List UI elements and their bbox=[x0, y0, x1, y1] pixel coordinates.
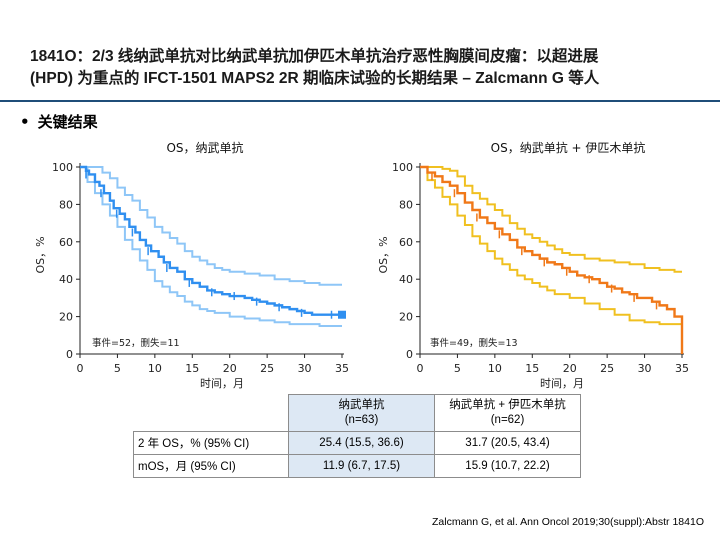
y-tick-label: 100 bbox=[392, 161, 413, 174]
km-panel-1: 0 20 40 60 80 100 0 5 10 15 20 25 30 35 OS，纳武单抗 OS，% 时间，… bbox=[34, 140, 349, 390]
y-tick-label: 80 bbox=[399, 198, 413, 211]
x-tick-label: 25 bbox=[600, 362, 614, 375]
y-tick-label: 0 bbox=[406, 348, 413, 361]
y-tick-label: 40 bbox=[59, 273, 73, 286]
y-tick-label: 20 bbox=[59, 311, 73, 324]
ci-lower-line bbox=[420, 166, 682, 326]
ci-lower-line bbox=[80, 166, 342, 327]
x-tick-label: 25 bbox=[260, 362, 274, 375]
x-tick-label: 10 bbox=[148, 362, 162, 375]
cell-value: 31.7 (20.5, 43.4) bbox=[434, 431, 581, 455]
header-combo-text: 纳武单抗 + 伊匹木单抗 (n=62) bbox=[449, 399, 566, 426]
table-header-empty bbox=[133, 394, 289, 432]
citation: Zalcmann G, et al. Ann Oncol 2019;30(sup… bbox=[432, 516, 704, 528]
x-tick-label: 20 bbox=[563, 362, 577, 375]
chart-title: OS，纳武单抗 + 伊匹木单抗 bbox=[491, 140, 646, 155]
y-tick-label: 20 bbox=[399, 311, 413, 324]
km-panel-2: 0 20 40 60 80 100 0 5 10 15 20 25 30 35 OS，纳武单抗 + 伊匹木单… bbox=[377, 140, 689, 390]
x-tick-label: 10 bbox=[488, 362, 502, 375]
chart-title: OS，纳武单抗 bbox=[166, 140, 243, 155]
x-axis-label: 时间，月 bbox=[540, 377, 584, 390]
x-tick-label: 0 bbox=[77, 362, 84, 375]
x-tick-label: 30 bbox=[298, 362, 312, 375]
x-tick-label: 0 bbox=[417, 362, 424, 375]
x-tick-label: 5 bbox=[454, 362, 461, 375]
x-tick-label: 5 bbox=[114, 362, 121, 375]
table-header-row: 纳武单抗 (n=63) 纳武单抗 + 伊匹木单抗 (n=62) bbox=[133, 394, 581, 432]
title-line-2: (HPD) 为重点的 IFCT-1501 MAPS2 2R 期临床试验的长期结果… bbox=[30, 70, 600, 87]
cell-value: 15.9 (10.7, 22.2) bbox=[434, 454, 581, 478]
ci-upper-line bbox=[80, 166, 342, 286]
header-nivo-text: 纳武单抗 (n=63) bbox=[338, 399, 385, 426]
table-row: 2 年 OS，% (95% CI) 25.4 (15.5, 36.6) 31.7… bbox=[133, 431, 581, 455]
row-label: 2 年 OS，% (95% CI) bbox=[133, 431, 289, 455]
y-axis-label: OS，% bbox=[377, 236, 390, 273]
cell-value: 25.4 (15.5, 36.6) bbox=[288, 431, 435, 455]
y-tick-label: 60 bbox=[399, 236, 413, 249]
y-tick-label: 0 bbox=[66, 348, 73, 361]
km-estimate-line bbox=[420, 165, 684, 354]
table-row: mOS，月 (95% CI) 11.9 (6.7, 17.5) 15.9 (10… bbox=[133, 454, 581, 478]
y-tick-label: 60 bbox=[59, 236, 73, 249]
y-tick-label: 40 bbox=[399, 273, 413, 286]
x-tick-label: 15 bbox=[185, 362, 199, 375]
x-tick-label: 20 bbox=[223, 362, 237, 375]
y-axis-label: OS，% bbox=[34, 236, 47, 273]
header-rule bbox=[0, 100, 720, 102]
x-axis-label: 时间，月 bbox=[200, 377, 244, 390]
x-tick-label: 15 bbox=[525, 362, 539, 375]
section-heading-text: 关键结果 bbox=[37, 113, 98, 131]
table-header-combo: 纳武单抗 + 伊匹木单抗 (n=62) bbox=[434, 394, 581, 432]
title-line-1: 1841O：2/3 线纳武单抗对比纳武单抗加伊匹木单抗治疗恶性胸膜间皮瘤：以超进… bbox=[30, 48, 599, 65]
x-tick-label: 35 bbox=[335, 362, 349, 375]
slide-title: 1841O：2/3 线纳武单抗对比纳武单抗加伊匹木单抗治疗恶性胸膜间皮瘤：以超进… bbox=[30, 46, 700, 90]
x-tick-label: 35 bbox=[675, 362, 689, 375]
section-heading: • 关键结果 bbox=[20, 111, 98, 132]
results-table: 纳武单抗 (n=63) 纳武单抗 + 伊匹木单抗 (n=62) 2 年 OS，%… bbox=[133, 394, 581, 478]
end-marker bbox=[338, 310, 346, 319]
bullet-icon: • bbox=[20, 113, 30, 131]
events-annotation: 事件=49，删失=13 bbox=[430, 337, 518, 349]
x-tick-label: 30 bbox=[638, 362, 652, 375]
table-header-nivo: 纳武单抗 (n=63) bbox=[288, 394, 435, 432]
cell-value: 11.9 (6.7, 17.5) bbox=[288, 454, 435, 478]
y-tick-label: 100 bbox=[52, 161, 73, 174]
y-tick-label: 80 bbox=[59, 198, 73, 211]
row-label: mOS，月 (95% CI) bbox=[133, 454, 289, 478]
events-annotation: 事件=52，删失=11 bbox=[92, 337, 180, 349]
ci-upper-line bbox=[420, 166, 682, 273]
